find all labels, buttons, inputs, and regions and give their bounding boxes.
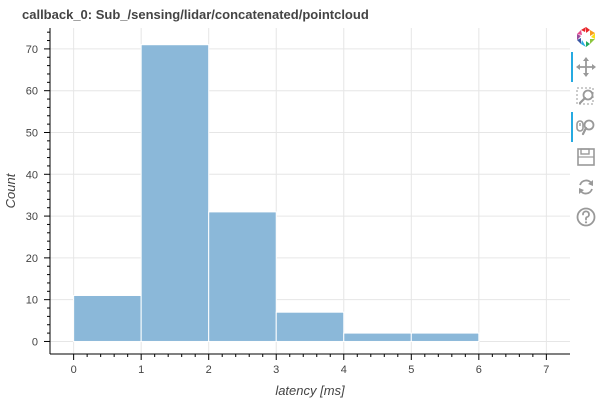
histogram-bar [73,294,142,342]
active-indicator [571,52,573,82]
y-tick-label: 10 [26,295,38,307]
save-tool-button[interactable] [572,144,598,170]
y-tick-label: 30 [26,211,38,223]
y-tick-label: 50 [26,127,38,139]
pan-icon [576,57,596,77]
x-axis-label: latency [ms] [275,383,345,398]
y-tick-label: 20 [26,253,38,265]
help-icon [576,207,596,227]
active-indicator [571,112,573,142]
histogram-bar [410,332,480,342]
box-zoom-icon [576,87,594,105]
reset-icon [579,179,593,195]
x-tick-label: 2 [206,364,212,376]
x-tick-label: 6 [476,364,482,376]
y-tick-label: 70 [26,44,38,56]
wheel-zoom-tool-button[interactable] [571,112,598,142]
y-tick-label: 60 [26,86,38,98]
help-tool-button[interactable] [572,204,598,230]
y-tick-label: 0 [32,336,38,348]
x-tick-label: 1 [138,364,144,376]
x-tick-label: 3 [273,364,279,376]
histogram-bar [208,211,277,342]
y-axis-ticks: 0 10 20 30 40 50 60 70 [26,31,50,348]
y-axis-label: Count [3,172,18,208]
box-zoom-tool-button[interactable] [572,84,598,110]
x-tick-label: 7 [543,364,549,376]
reset-tool-button[interactable] [572,174,598,200]
bars [73,44,480,342]
x-tick-label: 4 [341,364,347,376]
save-icon [577,148,595,166]
histogram-bar [275,311,345,342]
x-tick-label: 5 [408,364,414,376]
histogram-bar [343,332,412,342]
pan-tool-button[interactable] [571,52,598,82]
bokeh-logo[interactable] [572,24,598,50]
x-tick-label: 0 [71,364,77,376]
histogram-bar [140,44,210,342]
y-tick-label: 40 [26,169,38,181]
chart-title: callback_0: Sub_/sensing/lidar/concatena… [22,7,369,22]
x-axis-ticks: 0 1 2 3 4 5 6 7 [71,354,549,376]
bokeh-logo-icon [577,27,595,47]
chart-toolbar [568,24,600,244]
wheel-zoom-icon [576,119,595,136]
